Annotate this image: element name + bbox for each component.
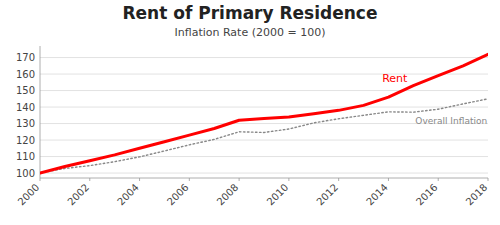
series-line <box>40 99 488 173</box>
y-tick-label: 110 <box>16 151 35 162</box>
chart: Rent of Primary Residence Inflation Rate … <box>0 0 500 225</box>
x-tick-label: 2012 <box>314 182 340 208</box>
x-tick <box>488 178 489 181</box>
x-tick-label: 2002 <box>65 182 91 208</box>
x-tick <box>40 178 41 181</box>
x-tick <box>438 178 439 181</box>
x-tick <box>338 178 339 181</box>
title: Rent of Primary Residence <box>123 3 378 23</box>
x-tick-label: 2016 <box>414 182 440 208</box>
y-axis-line <box>40 46 41 178</box>
y-tick-label: 150 <box>16 85 35 96</box>
lines <box>40 54 488 173</box>
y-tick-label: 100 <box>16 168 35 179</box>
x-tick <box>388 178 389 181</box>
y-tick-label: 170 <box>16 52 35 63</box>
y-tick-label: 130 <box>16 118 35 129</box>
grid-line <box>40 57 488 58</box>
x-tick <box>189 178 190 181</box>
x-tick-label: 2014 <box>364 182 390 208</box>
x-tick-label: 2018 <box>464 182 490 208</box>
grid-line <box>40 90 488 91</box>
series-label: Overall Inflation <box>415 116 487 126</box>
grid-line <box>40 173 488 174</box>
x-tick <box>139 178 140 181</box>
y-tick-label: 120 <box>16 135 35 146</box>
grid-line <box>40 140 488 141</box>
y-tick-label: 160 <box>16 69 35 80</box>
x-tick <box>89 178 90 181</box>
x-tick-label: 2006 <box>165 182 191 208</box>
y-tick-label: 140 <box>16 102 35 113</box>
series-label: Rent <box>382 72 408 85</box>
grid-line <box>40 74 488 75</box>
x-tick-label: 2004 <box>115 182 141 208</box>
subtitle: Inflation Rate (2000 = 100) <box>175 26 326 39</box>
x-axis-line <box>40 178 488 179</box>
grid-line <box>40 107 488 108</box>
x-tick <box>239 178 240 181</box>
x-tick-label: 2008 <box>215 182 241 208</box>
x-tick-label: 2010 <box>265 182 291 208</box>
x-tick <box>288 178 289 181</box>
x-tick-label: 2000 <box>16 182 42 208</box>
series-line <box>40 54 488 173</box>
